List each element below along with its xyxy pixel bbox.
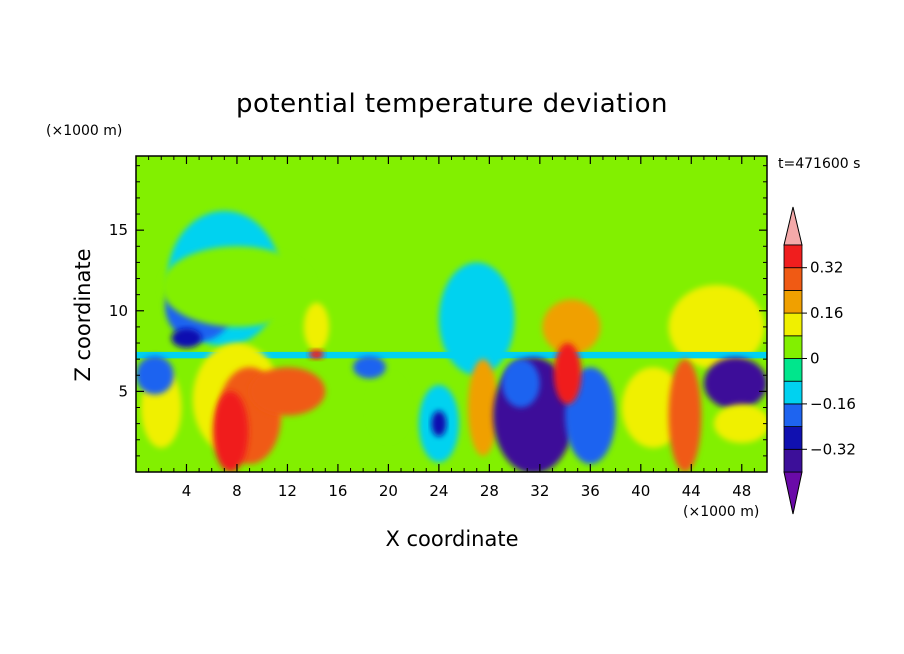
field-blob-27	[714, 404, 767, 443]
y-tick-label: 5	[118, 382, 128, 400]
field-blob-5	[438, 262, 515, 376]
field-blob-19	[467, 359, 499, 456]
colorbar-bottom-triangle	[783, 471, 803, 515]
colorbar-box	[783, 267, 803, 291]
field-blob-23	[553, 343, 582, 405]
colorbar-box	[783, 335, 803, 359]
x-unit-label: (×1000 m)	[683, 504, 759, 520]
colorbar-box	[783, 289, 803, 314]
colorbar-tick-label: 0.16	[810, 304, 843, 322]
field-blob-12	[212, 391, 249, 472]
x-tick-label: 28	[480, 482, 499, 500]
field-band-9	[136, 351, 767, 359]
field-blob-8	[303, 302, 330, 352]
field-blob-28	[353, 355, 386, 379]
colorbar-top-triangle	[783, 206, 803, 246]
y-tick-label: 10	[109, 302, 128, 320]
colorbar-box	[783, 312, 803, 337]
field-blob-7	[668, 284, 765, 369]
plot-area	[136, 156, 767, 472]
colorbar-box	[783, 426, 803, 450]
field-blob-26	[703, 357, 767, 410]
x-tick-label: 32	[530, 482, 549, 500]
x-tick-label: 44	[682, 482, 701, 500]
x-tick-label: 8	[232, 482, 242, 500]
x-axis-label: X coordinate	[385, 527, 518, 551]
y-tick-label: 15	[109, 221, 128, 239]
field-blob-6	[542, 299, 601, 355]
field-blob-15	[136, 355, 174, 395]
colorbar-box	[783, 244, 803, 269]
time-label: t=471600 s	[778, 156, 860, 172]
field-blob-25	[668, 359, 702, 472]
x-axis: 4 8 12 16 20 24 28 32 36 40 44 48	[148, 156, 755, 500]
colorbar-box	[783, 358, 803, 382]
colorbar-box	[783, 403, 803, 427]
x-tick-label: 24	[429, 482, 448, 500]
colorbar: 0.32 0.16 0 −0.16 −0.32	[783, 206, 856, 515]
y-unit-label: (×1000 m)	[46, 123, 122, 139]
x-tick-label: 16	[328, 482, 347, 500]
y-axis-label: Z coordinate	[71, 248, 95, 381]
chart-title: potential temperature deviation	[236, 89, 668, 119]
field-blob-4	[161, 246, 313, 327]
x-tick-label: 36	[581, 482, 600, 500]
x-tick-label: 4	[182, 482, 192, 500]
field-blob-29	[308, 349, 325, 360]
field-blob-13	[249, 367, 326, 416]
field-blob-21	[501, 359, 540, 408]
field-blob-17	[431, 410, 447, 437]
x-tick-label: 48	[732, 482, 751, 500]
field-blob-3	[171, 328, 202, 348]
field-blob-18	[369, 375, 408, 440]
x-tick-label: 20	[379, 482, 398, 500]
y-axis: 5 10 15	[109, 165, 767, 457]
colorbar-tick-label: 0	[810, 350, 820, 368]
colorbar-tick-label: −0.32	[810, 440, 856, 458]
x-tick-label: 40	[631, 482, 650, 500]
colorbar-tick-label: 0.32	[810, 259, 843, 277]
contour-fields	[136, 210, 767, 472]
x-tick-label: 12	[278, 482, 297, 500]
colorbar-box	[783, 448, 803, 473]
colorbar-box	[783, 380, 803, 405]
colorbar-tick-label: −0.16	[810, 395, 856, 413]
